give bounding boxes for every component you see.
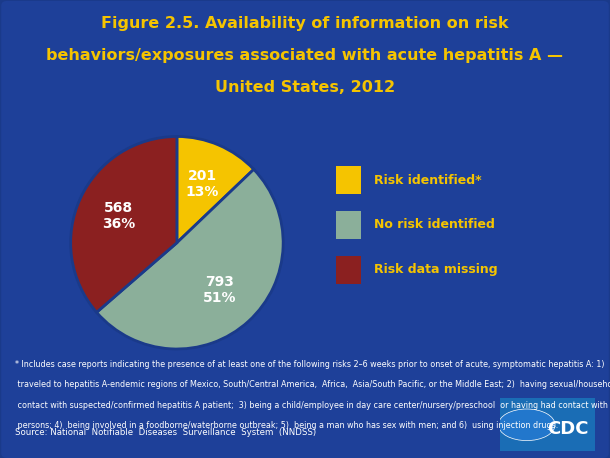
Text: Figure 2.5. Availability of information on risk: Figure 2.5. Availability of information … [101, 16, 509, 31]
Text: 201
13%: 201 13% [185, 169, 218, 199]
FancyBboxPatch shape [336, 166, 361, 194]
Text: United States, 2012: United States, 2012 [215, 80, 395, 95]
Text: 793
51%: 793 51% [203, 275, 237, 305]
Text: contact with suspected/confirmed hepatitis A patient;  3) being a child/employee: contact with suspected/confirmed hepatit… [15, 401, 610, 410]
Text: 568
36%: 568 36% [102, 201, 135, 231]
Circle shape [498, 409, 555, 441]
Text: Source: National  Notifiable  Diseases  Surveillance  System  (NNDSS): Source: National Notifiable Diseases Sur… [15, 428, 317, 437]
Text: traveled to hepatitis A-endemic regions of Mexico, South/Central America,  Afric: traveled to hepatitis A-endemic regions … [15, 380, 610, 389]
Wedge shape [177, 136, 254, 243]
FancyBboxPatch shape [495, 396, 600, 454]
Text: Risk identified*: Risk identified* [374, 174, 481, 186]
Text: No risk identified: No risk identified [374, 218, 495, 231]
Text: * Includes case reports indicating the presence of at least one of the following: * Includes case reports indicating the p… [15, 360, 610, 369]
Wedge shape [71, 136, 177, 312]
Text: persons; 4)  being involved in a foodborne/waterborne outbreak; 5)  being a man : persons; 4) being involved in a foodborn… [15, 421, 559, 431]
Wedge shape [96, 169, 283, 349]
Text: CDC: CDC [548, 420, 589, 438]
Text: Risk data missing: Risk data missing [374, 263, 498, 276]
FancyBboxPatch shape [336, 211, 361, 239]
Text: behaviors/exposures associated with acute hepatitis A —: behaviors/exposures associated with acut… [46, 48, 564, 63]
FancyBboxPatch shape [336, 256, 361, 284]
